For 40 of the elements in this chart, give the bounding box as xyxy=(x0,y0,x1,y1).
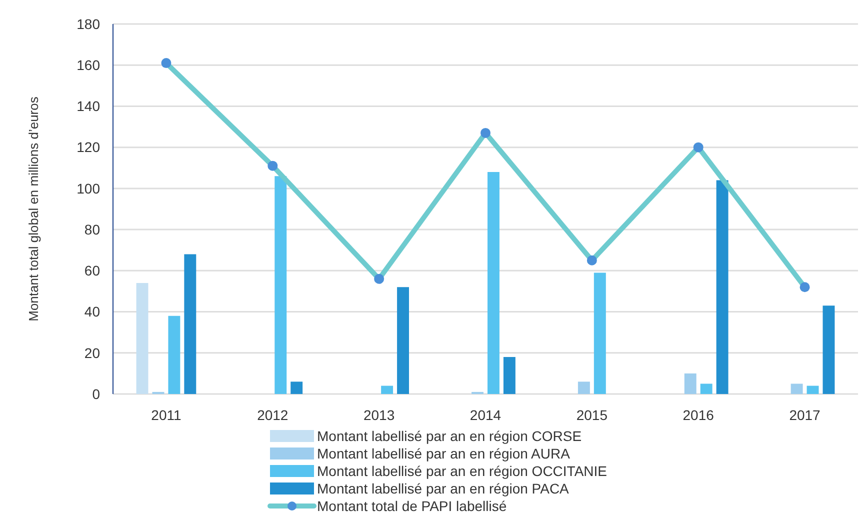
legend-label: Montant total de PAPI labellisé xyxy=(317,498,507,512)
x-tick-label: 2012 xyxy=(257,407,288,423)
legend-label: Montant labellisé par an en région PACA xyxy=(317,480,570,496)
y-tick-label: 0 xyxy=(92,386,100,402)
bar xyxy=(290,382,303,394)
y-tick-label: 180 xyxy=(76,16,100,32)
y-axis-title: Montant total global en millions d’euros xyxy=(26,96,41,322)
x-tick-label: 2013 xyxy=(363,407,395,423)
bar xyxy=(806,386,819,394)
bar xyxy=(684,373,696,394)
bar xyxy=(168,316,180,394)
bar xyxy=(381,386,394,394)
bar xyxy=(700,384,712,394)
y-tick-label: 120 xyxy=(76,139,100,156)
bar xyxy=(790,384,803,394)
bar xyxy=(274,176,287,394)
bar xyxy=(397,287,409,394)
y-tick-label: 20 xyxy=(84,344,100,361)
bar xyxy=(578,382,590,394)
legend-label: Montant labellisé par an en région AURA xyxy=(317,445,571,462)
y-tick-label: 60 xyxy=(84,262,100,279)
legend-label: Montant labellisé par an en région OCCITANIE xyxy=(317,462,607,479)
x-tick-label: 2016 xyxy=(682,407,714,423)
bar xyxy=(184,254,196,394)
legend-label: Montant labellisé par an en région CORSE xyxy=(317,428,582,444)
x-tick-label: 2015 xyxy=(576,407,608,423)
y-tick-label: 140 xyxy=(76,98,100,114)
bar xyxy=(716,180,728,394)
bar xyxy=(136,283,148,394)
y-tick-label: 160 xyxy=(76,57,100,74)
bar xyxy=(488,172,500,394)
x-tick-label: 2014 xyxy=(470,407,502,423)
x-tick-label: 2011 xyxy=(151,407,182,423)
y-tick-label: 40 xyxy=(84,304,100,320)
x-tick-label: 2017 xyxy=(789,407,821,423)
y-tick-label: 80 xyxy=(84,221,100,238)
bar xyxy=(822,306,835,394)
bar xyxy=(503,357,516,394)
bar xyxy=(594,272,606,394)
y-tick-label: 100 xyxy=(76,180,100,196)
